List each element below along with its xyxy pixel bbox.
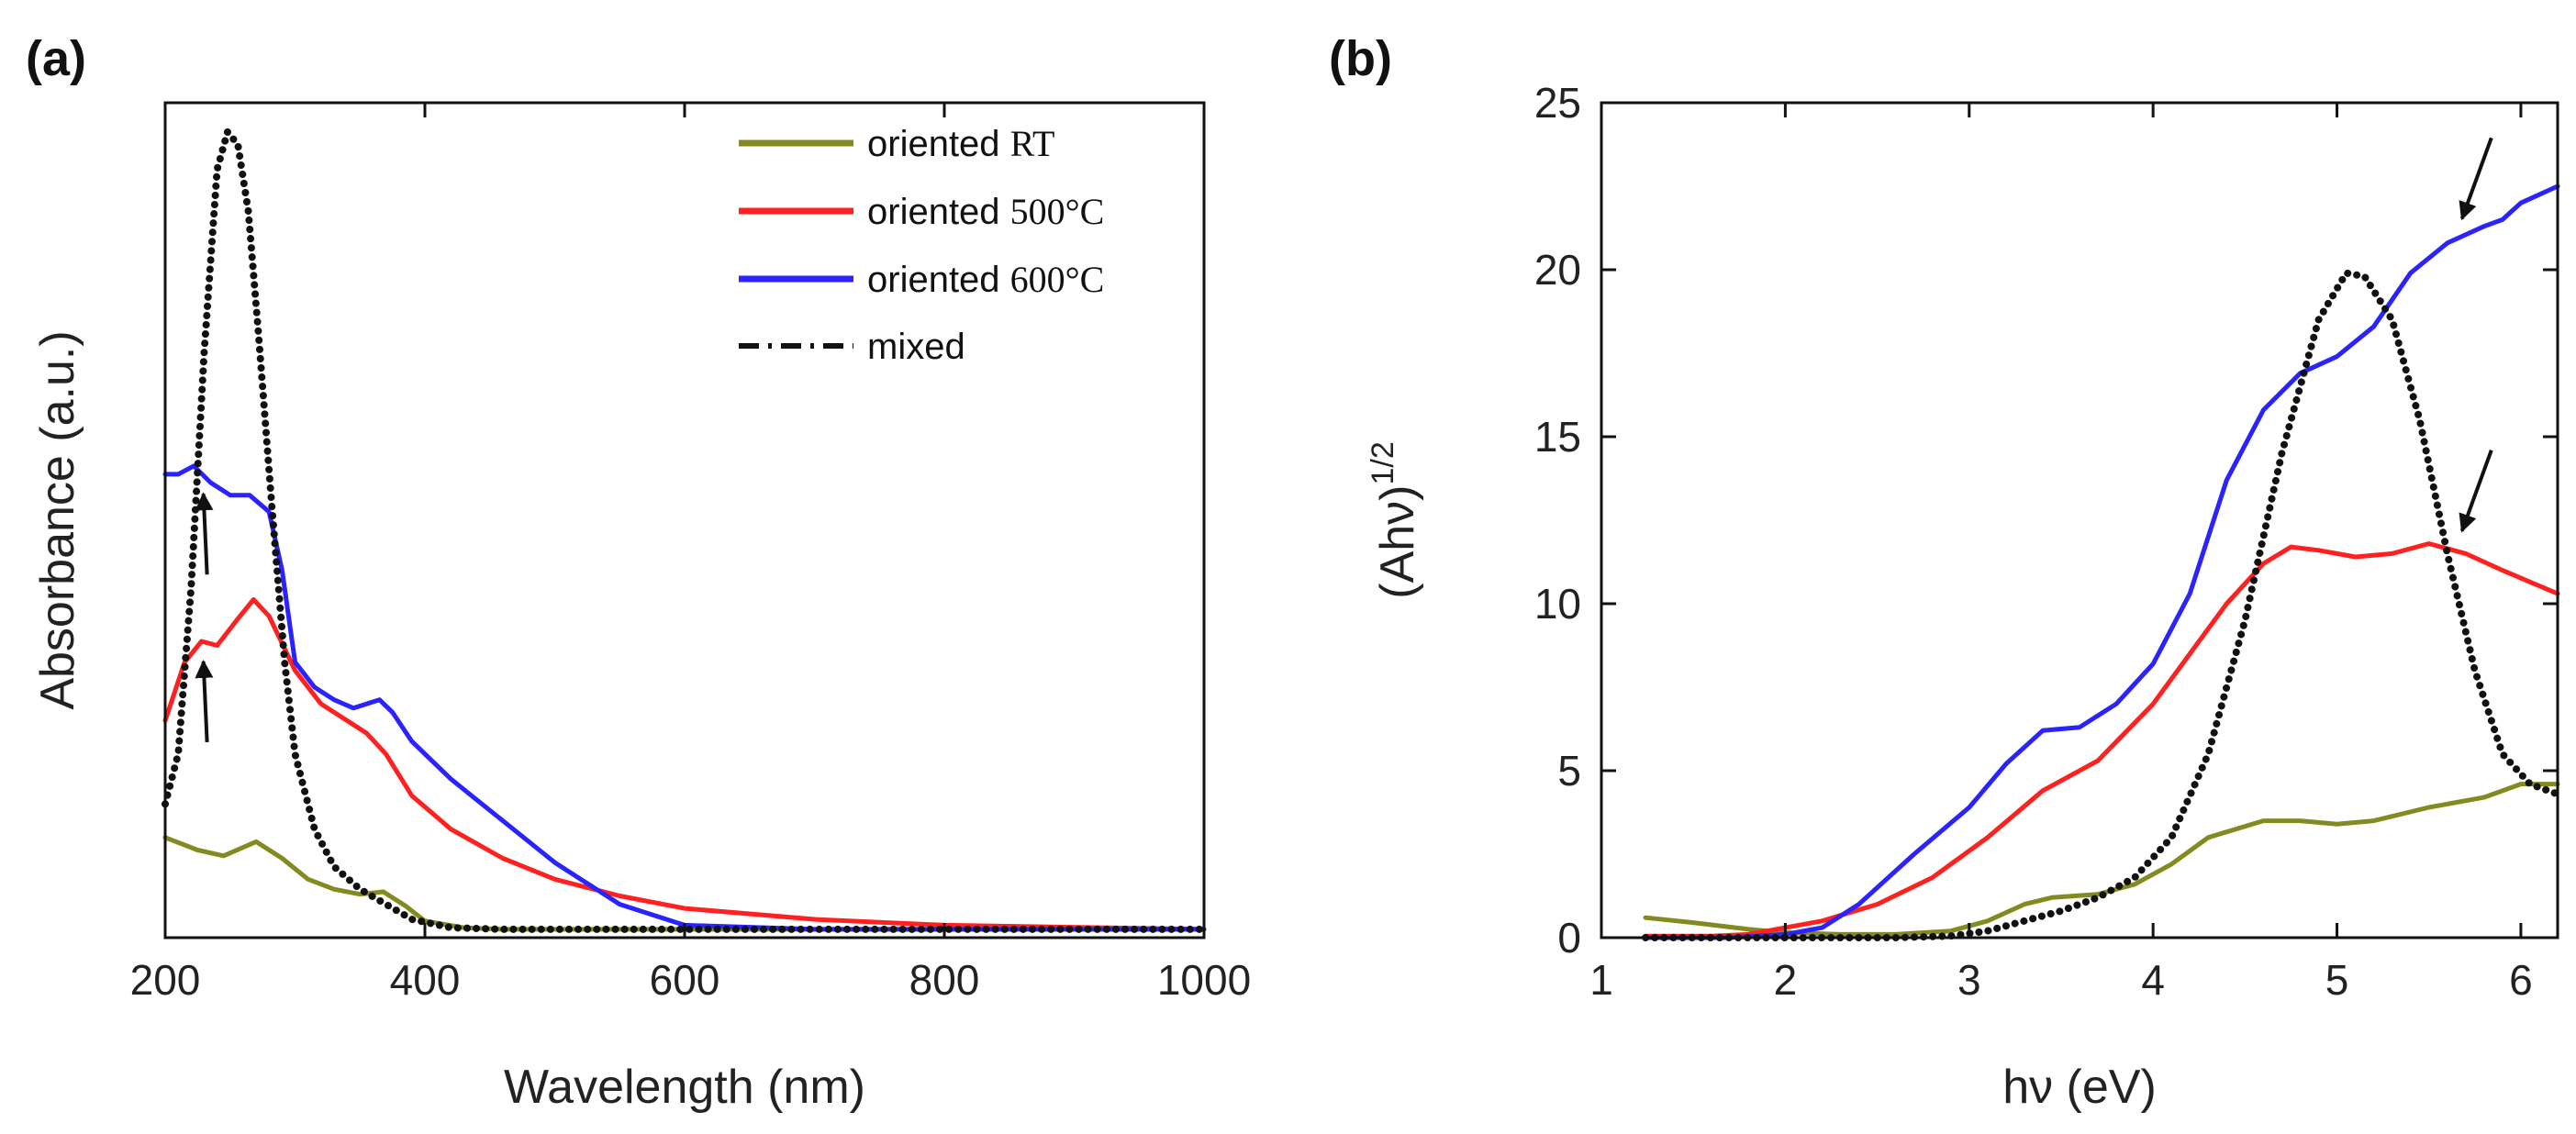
panel-b-x-axis: 1 2 3 4 5 6 — [1589, 103, 2533, 1004]
x-tick-label: 6 — [2509, 956, 2533, 1004]
legend-item-mixed: mixed — [739, 327, 965, 367]
y-tick-label: 10 — [1534, 580, 1581, 628]
legend-label-oriented-600: oriented 600°C — [867, 259, 1104, 300]
legend-item-oriented-600: oriented 600°C — [739, 259, 1104, 300]
x-tick-label: 2 — [1774, 956, 1798, 1004]
panel-a-x-axis-title: Wavelength (nm) — [504, 1061, 865, 1114]
annotation-arrow — [195, 492, 214, 575]
series-line-mixed — [162, 128, 1208, 933]
legend-item-oriented-500: oriented 500°C — [739, 191, 1104, 232]
panel-b-y-axis-title: (Ahν)1/2 — [1366, 441, 1424, 599]
x-tick-label: 1000 — [1157, 956, 1251, 1004]
x-tick-label: 200 — [130, 956, 201, 1004]
panel-b-y-axis: 0 5 10 15 20 25 — [1534, 79, 2558, 962]
series-line-oriented-500 — [162, 597, 1207, 932]
y-tick-label: 25 — [1534, 79, 1581, 127]
annotation-arrow — [2459, 137, 2493, 221]
legend-item-oriented-rt: oriented RT — [739, 123, 1054, 164]
y-tick-label: 15 — [1534, 413, 1581, 461]
x-tick-label: 3 — [1957, 956, 1981, 1004]
panel-b-frame — [1600, 101, 2559, 939]
series-line-oriented-rt — [1643, 782, 2560, 937]
x-tick-label: 600 — [650, 956, 720, 1004]
x-tick-label: 4 — [2141, 956, 2165, 1004]
legend: oriented RT oriented 500°C oriented 600°… — [739, 123, 1104, 367]
panel-a-y-axis-title: Absorbance (a.u.) — [31, 330, 84, 709]
series-line-mixed — [1642, 269, 2561, 941]
series-line-oriented-500 — [1643, 541, 2560, 939]
x-tick-label: 1 — [1589, 956, 1613, 1004]
panel-b-plot-area — [1642, 137, 2561, 941]
series-line-oriented-600 — [1643, 183, 2560, 940]
annotation-arrow — [2459, 449, 2493, 533]
annotation-arrow — [195, 659, 214, 743]
panel-a-x-axis: 200 400 600 800 1000 — [130, 103, 1251, 1004]
x-tick-label: 800 — [909, 956, 980, 1004]
y-tick-label: 0 — [1557, 914, 1581, 962]
series-line-oriented-rt — [162, 835, 1207, 932]
panel-a-plot-area — [162, 128, 1208, 933]
legend-label-oriented-rt: oriented RT — [867, 123, 1054, 164]
series-line-oriented-600 — [162, 463, 1207, 932]
y-tick-label: 5 — [1557, 747, 1581, 795]
y-tick-label: 20 — [1534, 246, 1581, 294]
x-tick-label: 5 — [2325, 956, 2349, 1004]
legend-label-mixed: mixed — [867, 327, 965, 367]
panel-b-label: (b) — [1329, 31, 1392, 86]
panel-b: (b) 1 2 3 4 5 6 0 5 10 15 20 25 hν (eV) (Ahν)1/2 — [1329, 31, 2561, 1114]
panel-a-label: (a) — [26, 31, 86, 86]
panel-b-x-axis-title: hν (eV) — [2002, 1061, 2157, 1114]
x-tick-label: 400 — [390, 956, 461, 1004]
panel-a: (a) 200 400 600 800 1000 Wavelength (nm) Abs… — [26, 31, 1251, 1114]
legend-label-oriented-500: oriented 500°C — [867, 191, 1104, 232]
